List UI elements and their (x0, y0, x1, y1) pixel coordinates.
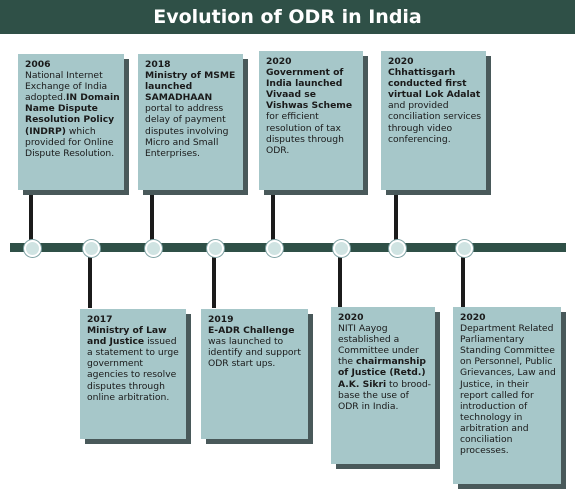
stem (29, 191, 33, 247)
event-highlight: Ministry of MSME launched SAMADHAAN (145, 70, 236, 104)
event-card: 2020 Chhattisgarh conducted first virtua… (381, 51, 486, 190)
event-year: 2006 (25, 59, 51, 70)
timeline-node (456, 240, 473, 257)
event-year: 2020 (338, 312, 364, 323)
event-highlight: chairmanship of Justice (Retd.) A.K. Sik… (338, 356, 426, 390)
event-card: 2018 Ministry of MSME launched SAMADHAAN… (138, 54, 243, 190)
timeline-node (333, 240, 350, 257)
stem (271, 191, 275, 247)
event-card: 2020 Department Related Parliamentary St… (453, 307, 561, 484)
event-highlight: Ministry of Law and Justice (87, 325, 167, 348)
event-text: issued a statement to urge government ag… (87, 336, 179, 403)
event-year: 2017 (87, 314, 113, 325)
event-card: 2019 E-ADR Challenge was launched to ide… (201, 309, 308, 439)
timeline-node (83, 240, 100, 257)
stem (394, 191, 398, 247)
timeline-bar (10, 243, 566, 252)
timeline-node (207, 240, 224, 257)
timeline-node (266, 240, 283, 257)
page-title: Evolution of ODR in India (0, 0, 575, 34)
event-text: NITI Aayog established a Committee under… (338, 323, 419, 368)
stem (461, 248, 465, 308)
event-card: 2017 Ministry of Law and Justice issued … (80, 309, 186, 439)
event-card: 2020 Government of India launched Vivaad… (259, 51, 363, 190)
stem (338, 248, 342, 308)
event-year: 2018 (145, 59, 171, 70)
event-year: 2019 (208, 314, 234, 325)
event-text: for efficient resolution of tax disputes… (266, 111, 344, 156)
event-year: 2020 (266, 56, 292, 67)
stem (150, 191, 154, 247)
timeline-node (24, 240, 41, 257)
timeline-node (389, 240, 406, 257)
event-text: and provided conciliation services throu… (388, 100, 482, 145)
event-text: to brood-base the use of ODR in India. (338, 378, 432, 412)
event-highlight: E-ADR Challenge (208, 325, 295, 337)
event-card: 2006 National Internet Exchange of India… (18, 54, 124, 190)
event-highlight: Government of India launched Vivaad se V… (266, 67, 353, 112)
event-text: National Internet Exchange of India adop… (25, 70, 108, 104)
stem (88, 248, 92, 308)
event-card: 2020 NITI Aayog established a Committee … (331, 307, 435, 464)
event-highlight: IN Domain Name Dispute Resolution Policy… (25, 92, 120, 137)
event-text: Department Related Parliamentary Standin… (460, 323, 556, 457)
stem (212, 248, 216, 308)
event-text: was launched to identify and support ODR… (208, 336, 301, 370)
event-text: which provided for Online Dispute Resolu… (25, 125, 115, 159)
event-text: portal to address delay of payment dispu… (145, 103, 229, 159)
timeline-node (145, 240, 162, 257)
event-year: 2020 (460, 312, 486, 323)
event-year: 2020 (388, 56, 414, 67)
event-highlight: Chhattisgarh conducted first virtual Lok… (388, 67, 481, 101)
